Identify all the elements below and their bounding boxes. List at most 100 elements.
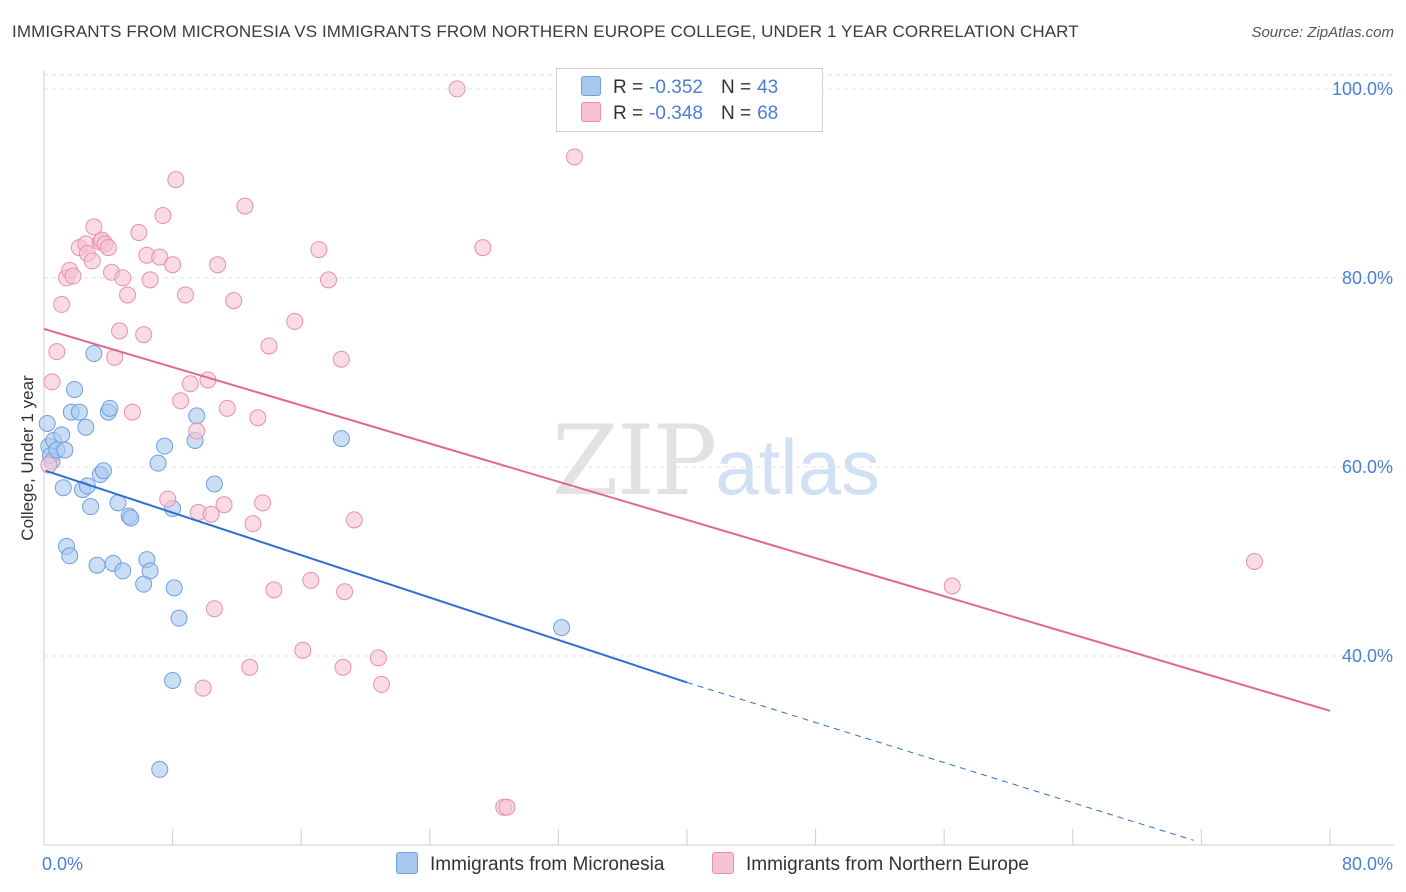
northern-europe-point	[83, 252, 101, 270]
northern-europe-point	[85, 218, 103, 236]
micronesia-point	[38, 414, 56, 432]
northern-europe-point	[48, 343, 66, 361]
micronesia-point	[164, 672, 182, 690]
bottom-legend-northern-europe: Immigrants from Northern Europe	[712, 852, 1029, 876]
source-credit: Source: ZipAtlas.com	[1251, 24, 1394, 41]
micronesia-point	[66, 380, 84, 398]
northern-europe-point	[345, 511, 363, 529]
micronesia-point	[205, 475, 223, 493]
northern-europe-point	[498, 798, 516, 816]
micronesia-point	[78, 477, 96, 495]
northern-europe-point	[448, 80, 466, 98]
bottom-legend-swatch-northern-europe	[712, 852, 734, 874]
northern-europe-point	[334, 658, 352, 676]
micronesia-point	[165, 579, 183, 597]
northern-europe-point	[286, 312, 304, 330]
y-tick-label: 40.0%	[1342, 646, 1393, 666]
micronesia-point	[151, 760, 169, 778]
northern-europe-point	[141, 271, 159, 289]
y-tick-label: 100.0%	[1332, 79, 1393, 99]
northern-europe-point	[249, 409, 267, 427]
micronesia-point	[101, 399, 119, 417]
micronesia-point	[77, 418, 95, 436]
y-tick-label: 80.0%	[1342, 268, 1393, 288]
legend-swatch-micronesia	[581, 76, 601, 96]
bottom-legend-micronesia: Immigrants from Micronesia	[396, 852, 664, 876]
legend-r-value: -0.352	[649, 77, 703, 98]
northern-europe-point	[119, 286, 137, 304]
northern-europe-point	[188, 422, 206, 440]
northern-europe-point	[151, 248, 169, 266]
northern-europe-point	[99, 239, 117, 257]
chart-title: IMMIGRANTS FROM MICRONESIA VS IMMIGRANTS…	[12, 22, 1079, 41]
micronesia-point	[70, 403, 88, 421]
micronesia-point	[53, 426, 71, 444]
micronesia-point	[170, 609, 188, 627]
northern-europe-point	[181, 375, 199, 393]
northern-europe-point	[172, 392, 190, 410]
northern-europe-point	[205, 600, 223, 618]
northern-europe-point	[159, 490, 177, 508]
bottom-legend-label-micronesia: Immigrants from Micronesia	[430, 854, 665, 875]
northern-europe-point	[218, 399, 236, 417]
northern-europe-point	[194, 679, 212, 697]
northern-europe-point	[310, 241, 328, 259]
legend-n-label: N =	[720, 77, 752, 98]
legend-r-value: -0.348	[649, 103, 703, 124]
northern-europe-point	[565, 148, 583, 166]
micronesia-point	[85, 345, 103, 363]
northern-europe-point	[114, 269, 132, 287]
northern-europe-point	[53, 295, 71, 313]
legend-n-value: 68	[757, 103, 779, 124]
micronesia-point	[82, 498, 100, 516]
northern-europe-point	[943, 577, 961, 595]
watermark-zip: ZIP	[552, 405, 717, 517]
micronesia-point	[114, 562, 132, 580]
micronesia-point	[54, 479, 72, 497]
bottom-legend-label-northern-europe: Immigrants from Northern Europe	[746, 854, 1029, 875]
micronesia-point	[61, 547, 79, 565]
northern-europe-point	[320, 271, 338, 289]
northern-europe-point	[202, 505, 220, 523]
northern-europe-point	[373, 675, 391, 693]
northern-europe-point	[167, 171, 185, 189]
legend-row-northern-europe: R = -0.348 N = 68	[581, 102, 778, 126]
y-tick-label: 60.0%	[1342, 457, 1393, 477]
legend-n-value: 43	[757, 77, 779, 98]
northern-europe-point	[254, 494, 272, 512]
legend-swatch-northern-europe	[581, 102, 601, 122]
northern-europe-point	[294, 641, 312, 659]
micronesia-point	[188, 407, 206, 425]
micronesia-point	[94, 462, 112, 480]
northern-europe-point	[265, 581, 283, 599]
legend-r-label: R =	[613, 103, 644, 124]
northern-europe-point	[474, 239, 492, 257]
northern-europe-point	[209, 256, 227, 274]
micronesia-trend-line	[45, 469, 688, 684]
northern-europe-point	[336, 583, 354, 601]
micronesia-point	[553, 619, 571, 637]
northern-europe-point	[123, 403, 141, 421]
y-axis-label: College, Under 1 year	[18, 375, 37, 541]
northern-europe-point	[40, 456, 58, 474]
northern-europe-point	[215, 496, 233, 514]
northern-europe-point	[1245, 552, 1263, 570]
stats-legend: R = -0.352 N = 43 R = -0.348 N = 68	[556, 68, 823, 132]
micronesia-point	[149, 454, 167, 472]
micronesia-trend-extension	[686, 681, 1194, 841]
x-tick-label: 80.0%	[1342, 854, 1393, 874]
micronesia-point	[332, 430, 350, 448]
northern-europe-point	[332, 350, 350, 368]
northern-europe-point	[64, 267, 82, 285]
northern-europe-point	[260, 337, 278, 355]
northern-europe-point	[111, 322, 129, 340]
northern-europe-trend-line	[43, 328, 1331, 712]
legend-n-label: N =	[720, 103, 752, 124]
northern-europe-point	[130, 224, 148, 242]
legend-r-label: R =	[613, 77, 644, 98]
northern-europe-point	[241, 658, 259, 676]
micronesia-point	[122, 509, 140, 527]
x-tick-label: 0.0%	[42, 854, 83, 874]
northern-europe-point	[369, 649, 387, 667]
northern-europe-point	[154, 207, 172, 225]
